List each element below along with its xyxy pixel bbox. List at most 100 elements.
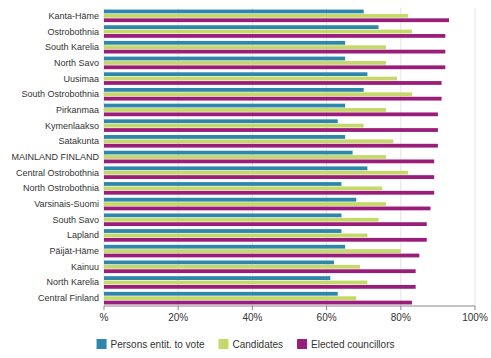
bar	[104, 171, 408, 175]
bar	[104, 234, 367, 238]
bar	[104, 18, 449, 22]
bar	[104, 65, 445, 69]
category-label: Päijät-Häme	[49, 246, 99, 256]
bar	[104, 261, 334, 265]
tick-label: 100%	[462, 312, 488, 323]
x-axis: % 20% 40% 60% 80% 100%	[100, 306, 488, 323]
bar	[104, 128, 438, 132]
bar	[104, 296, 356, 300]
legend-label: Elected councillors	[311, 339, 394, 350]
bar	[104, 108, 386, 112]
bar	[104, 81, 442, 85]
bar	[104, 104, 345, 108]
legend: Persons entit. to vote Candidates Elected …	[97, 339, 395, 350]
bar	[104, 25, 379, 29]
bar	[104, 57, 345, 61]
category-label: North Ostrobothnia	[23, 183, 99, 193]
category-label: North Savo	[54, 58, 99, 68]
grid-line	[475, 8, 476, 306]
bar	[104, 191, 434, 195]
bar	[104, 245, 345, 249]
category-label: North Karelia	[46, 277, 99, 287]
bar	[104, 10, 364, 14]
bar	[104, 249, 401, 253]
bar	[104, 198, 356, 202]
tick-mark	[252, 306, 253, 310]
category-label: MAINLAND FINLAND	[11, 152, 99, 162]
bar	[104, 186, 382, 190]
category-label: Kymenlaakso	[45, 121, 99, 131]
bar	[104, 72, 367, 76]
category-label: Central Ostrobothnia	[16, 168, 99, 178]
bar	[104, 285, 416, 289]
category-label: Satakunta	[58, 136, 99, 146]
bar	[104, 34, 445, 38]
category-label: Varsinais-Suomi	[34, 199, 99, 209]
chart: % 20% 40% 60% 80% 100% Kanta-Häme Ostrobothnia S…	[0, 0, 491, 358]
bar	[104, 182, 341, 186]
category-label: Kainuu	[71, 262, 99, 272]
bar	[104, 265, 360, 269]
bar	[104, 159, 434, 163]
legend-swatch	[97, 339, 107, 349]
category-label: Kanta-Häme	[48, 11, 99, 21]
bar	[104, 50, 445, 54]
bar	[104, 30, 412, 34]
legend-item: Persons entit. to vote	[97, 339, 205, 350]
bar	[104, 166, 367, 170]
category-label: Ostrobothnia	[47, 27, 99, 37]
bar	[104, 222, 427, 226]
bar	[104, 135, 345, 139]
bar	[104, 155, 386, 159]
bar	[104, 61, 386, 65]
tick-mark	[400, 306, 401, 310]
legend-item: Elected councillors	[297, 339, 394, 350]
bar	[104, 119, 338, 123]
category-label: South Savo	[52, 215, 99, 225]
bar	[104, 97, 442, 101]
tick-mark	[475, 306, 476, 310]
tick-label: 20%	[168, 312, 188, 323]
category-label: Pirkanmaa	[56, 105, 99, 115]
tick-label: 40%	[242, 312, 262, 323]
bar	[104, 292, 338, 296]
category-label: Central Finland	[38, 293, 99, 303]
legend-swatch	[297, 339, 307, 349]
bar	[104, 124, 364, 128]
bar	[104, 175, 434, 179]
bars	[104, 10, 449, 305]
bar	[104, 254, 419, 258]
bar	[104, 218, 379, 222]
y-axis: Kanta-Häme Ostrobothnia South Karelia North…	[11, 11, 99, 303]
bar	[104, 301, 412, 305]
legend-swatch	[218, 339, 228, 349]
bar	[104, 139, 393, 143]
bar	[104, 41, 345, 45]
bar	[104, 88, 364, 92]
bar	[104, 281, 367, 285]
tick-label: %	[100, 312, 109, 323]
bar	[104, 238, 427, 242]
axis-line	[104, 306, 475, 307]
bar	[104, 144, 438, 148]
tick-label: 60%	[317, 312, 337, 323]
grid	[104, 8, 475, 306]
tick-mark	[178, 306, 179, 310]
legend-label: Persons entit. to vote	[111, 339, 205, 350]
bar	[104, 151, 353, 155]
legend-label: Candidates	[232, 339, 283, 350]
bar	[104, 45, 386, 49]
bar	[104, 229, 341, 233]
tick-mark	[326, 306, 327, 310]
category-label: Uusimaa	[63, 74, 99, 84]
bar	[104, 92, 412, 96]
bar	[104, 213, 341, 217]
legend-item: Candidates	[218, 339, 283, 350]
bar	[104, 77, 397, 81]
bar	[104, 207, 430, 211]
tick-label: 80%	[391, 312, 411, 323]
category-label: South Karelia	[45, 42, 99, 52]
bar	[104, 276, 330, 280]
bar	[104, 269, 416, 273]
tick-mark	[104, 306, 105, 310]
